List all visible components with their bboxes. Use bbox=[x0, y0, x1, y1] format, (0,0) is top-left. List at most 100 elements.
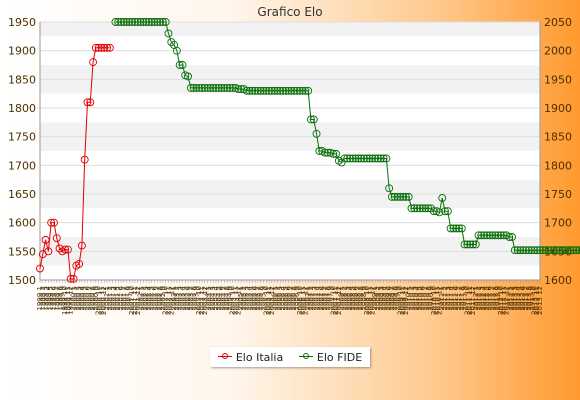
data-point bbox=[452, 224, 461, 233]
x-tick-label: 2006 8 bbox=[290, 286, 298, 311]
data-point bbox=[418, 204, 427, 213]
data-point bbox=[558, 246, 567, 255]
data-point bbox=[284, 86, 293, 95]
data-point bbox=[245, 86, 254, 95]
data-point bbox=[234, 85, 243, 94]
data-point bbox=[396, 192, 405, 201]
x-tick-label: 2002 8 bbox=[156, 286, 164, 311]
data-point bbox=[253, 86, 262, 95]
x-tick-label: 2009 12 bbox=[402, 286, 410, 315]
left-tick-label: 1650 bbox=[8, 188, 36, 201]
data-point bbox=[354, 154, 363, 163]
data-point bbox=[136, 18, 145, 26]
x-tick-label: 2011 9 bbox=[461, 286, 469, 311]
x-tick-label: 2005 4 bbox=[245, 285, 253, 310]
data-point bbox=[438, 194, 447, 202]
x-tick-label: 2004 8 bbox=[223, 286, 231, 311]
data-point bbox=[457, 224, 466, 233]
data-point bbox=[131, 18, 139, 26]
data-point bbox=[290, 86, 299, 95]
data-point bbox=[320, 148, 329, 157]
x-tick-label: 2000 10 bbox=[95, 286, 103, 315]
data-point bbox=[329, 149, 338, 158]
data-point bbox=[228, 83, 237, 92]
data-point bbox=[105, 43, 114, 52]
data-point bbox=[225, 83, 234, 92]
x-tick-label: 2010 5 bbox=[416, 286, 424, 311]
data-point bbox=[561, 246, 570, 255]
x-tick-label: 2012 3 bbox=[477, 286, 485, 311]
data-point bbox=[312, 129, 321, 138]
x-tick-label: 2007 1 bbox=[304, 286, 312, 311]
data-point bbox=[563, 246, 572, 255]
data-point bbox=[547, 246, 556, 255]
data-point bbox=[80, 155, 89, 164]
x-tick-label: 2012 4 bbox=[480, 285, 488, 310]
series-elo-fide bbox=[111, 18, 580, 255]
series-layer bbox=[36, 18, 580, 283]
data-point bbox=[482, 231, 491, 240]
x-tick-label: 2004 4 bbox=[212, 285, 220, 310]
data-point bbox=[376, 154, 385, 163]
right-tick-label: 1850 bbox=[544, 131, 572, 144]
data-point bbox=[357, 154, 366, 163]
x-tick-label: 2006 2 bbox=[273, 286, 281, 311]
x-tick-label: 2002 11 bbox=[164, 286, 172, 315]
data-point bbox=[91, 43, 100, 52]
data-point bbox=[410, 204, 419, 213]
x-tick-label: 2002 3 bbox=[142, 286, 150, 311]
x-tick-label: 2006 3 bbox=[276, 286, 284, 311]
legend: Elo Italia Elo FIDE bbox=[210, 347, 370, 367]
data-point bbox=[298, 86, 307, 95]
right-tick-label: 1950 bbox=[544, 73, 572, 86]
data-point bbox=[144, 18, 153, 26]
data-point bbox=[161, 18, 170, 26]
data-point bbox=[214, 83, 223, 92]
x-tick-label: 2001 8 bbox=[123, 286, 131, 311]
data-point bbox=[496, 231, 505, 240]
x-tick-label: 2010 6 bbox=[419, 285, 427, 310]
left-tick-label: 1750 bbox=[8, 131, 36, 144]
x-tick-label: 1999 4 bbox=[44, 285, 52, 310]
x-tick-label: 2010 3 bbox=[410, 286, 418, 311]
x-tick-label: 2009 3 bbox=[377, 286, 385, 311]
data-point bbox=[301, 86, 310, 95]
x-tick-label: 2011 1 bbox=[438, 286, 446, 311]
x-tick-label: 1999 11 bbox=[64, 286, 72, 315]
left-tick-label: 1600 bbox=[8, 217, 36, 230]
data-point bbox=[172, 46, 181, 55]
data-point bbox=[446, 224, 455, 233]
data-point bbox=[164, 29, 173, 38]
x-tick-label: 2003 8 bbox=[190, 286, 198, 311]
x-tick-label: 2002 2 bbox=[139, 286, 147, 311]
x-tick-label: 2007 4 bbox=[313, 285, 321, 310]
data-point bbox=[443, 207, 452, 216]
x-tick-label: 2000 7 bbox=[86, 286, 94, 311]
x-tick-label: 2001 3 bbox=[109, 286, 117, 311]
left-tick-label: 1950 bbox=[8, 16, 36, 29]
data-point bbox=[242, 86, 251, 95]
x-tick-label: 2004 1 bbox=[204, 286, 212, 311]
x-tick-label: 2011 7 bbox=[455, 286, 463, 311]
x-tick-label: 2003 12 bbox=[201, 286, 209, 315]
data-point bbox=[332, 149, 341, 158]
data-point bbox=[307, 115, 315, 124]
data-point bbox=[385, 184, 394, 193]
grid-band bbox=[40, 122, 540, 137]
grid-band bbox=[40, 222, 540, 237]
chart-title: Grafico Elo bbox=[257, 5, 322, 19]
series-elo-italia bbox=[36, 43, 114, 283]
data-point bbox=[407, 204, 416, 213]
data-point bbox=[198, 83, 206, 92]
x-tick-label: 2012 12 bbox=[502, 286, 510, 315]
x-tick-label: 2008 4 bbox=[346, 285, 354, 310]
x-tick-label: 2007 7 bbox=[321, 286, 329, 311]
x-tick-label: 2009 9 bbox=[394, 286, 402, 311]
grid-band bbox=[40, 136, 540, 151]
data-point bbox=[189, 83, 198, 92]
x-tick-label: 2013 11 bbox=[533, 286, 541, 315]
x-tick-label: 2007 8 bbox=[324, 286, 332, 311]
x-tick-label: 2006 1 bbox=[271, 286, 279, 311]
data-point bbox=[279, 86, 287, 95]
